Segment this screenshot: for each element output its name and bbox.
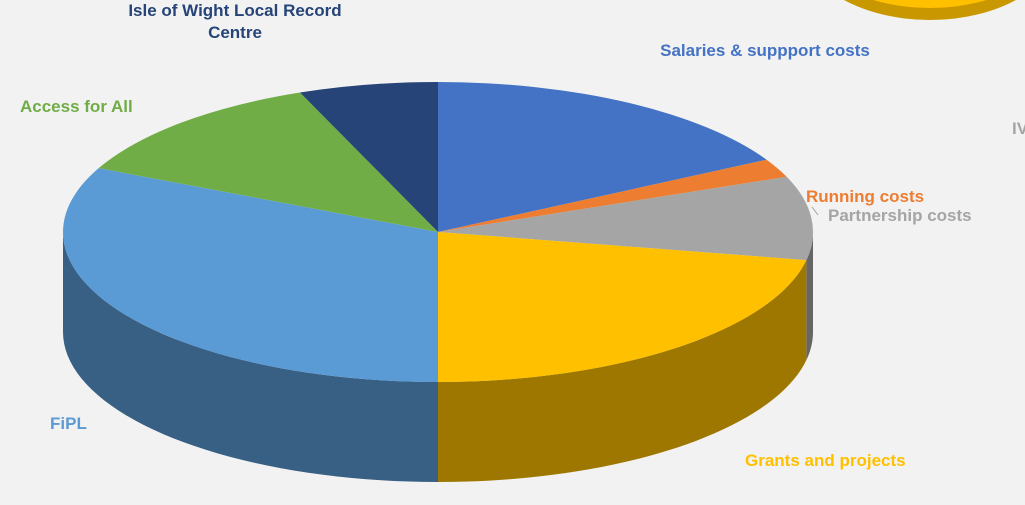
slice <box>438 159 787 232</box>
other-chart-fragment <box>873 0 987 8</box>
slice <box>63 168 438 382</box>
slice <box>98 92 439 232</box>
other-chart-fragment <box>844 0 1016 20</box>
slice <box>438 82 767 232</box>
slice-label: Running costs <box>806 187 925 206</box>
slice-label: FiPL <box>50 414 87 433</box>
leader-line <box>811 206 819 216</box>
slice-label: Grants and projects <box>745 451 906 470</box>
slice-label: Isle of Wight Local Record Centre <box>128 1 342 42</box>
slice-side <box>63 232 438 482</box>
slice-label: Salaries & suppport costs <box>660 41 870 60</box>
slice-label: Access for All <box>20 97 133 116</box>
slice <box>438 176 813 261</box>
slice-side <box>806 232 813 361</box>
slice <box>438 232 807 382</box>
slice-side <box>438 260 807 482</box>
slice-label: Partnership costs <box>828 206 972 225</box>
partial-label: IV <box>1012 119 1025 138</box>
slice <box>299 82 438 232</box>
